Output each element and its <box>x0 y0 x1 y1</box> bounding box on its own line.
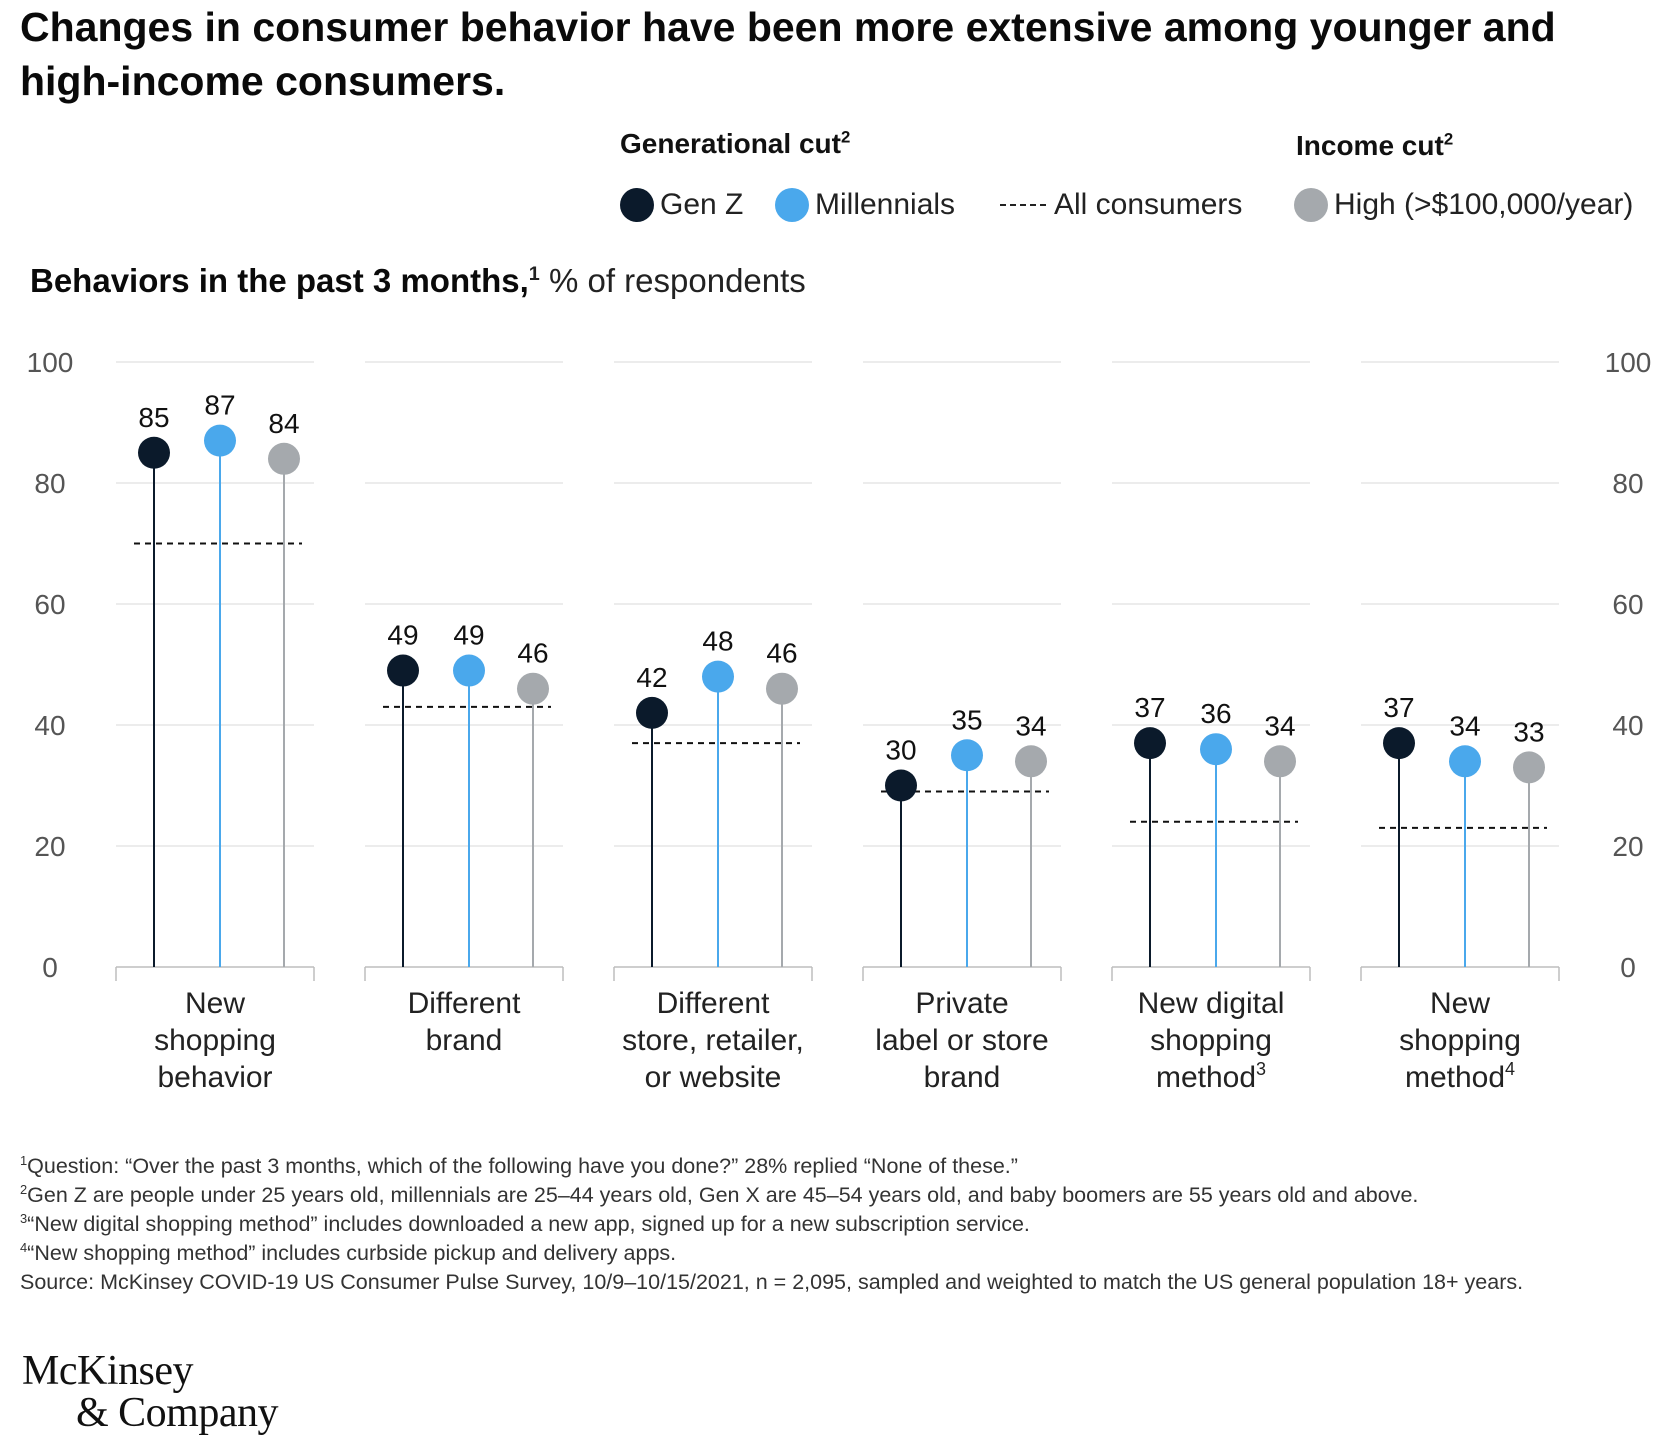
data-label: 34 <box>1449 710 1480 741</box>
y-tick-label-right: 40 <box>1612 710 1643 741</box>
category-label-sup: 4 <box>1505 1059 1515 1079</box>
data-label: 37 <box>1134 692 1165 723</box>
legend-item-genz: Gen Z <box>620 188 743 222</box>
lollipop-dot <box>1134 727 1166 760</box>
data-label: 87 <box>204 390 235 421</box>
source-note: Source: McKinsey COVID-19 US Consumer Pu… <box>20 1270 1524 1294</box>
data-label: 46 <box>766 638 797 669</box>
category-label: store, retailer, <box>622 1024 804 1057</box>
data-label: 49 <box>387 620 418 651</box>
category-label: brand <box>426 1024 503 1057</box>
category-label: Private <box>915 987 1008 1020</box>
lollipop-dot <box>766 672 798 705</box>
y-tick-label-right: 20 <box>1612 831 1643 862</box>
data-label: 42 <box>636 662 667 693</box>
data-label: 30 <box>885 735 916 766</box>
category-label: brand <box>924 1061 1001 1094</box>
legend-marker-all-consumers <box>1000 204 1046 206</box>
y-tick-label-left: 100 <box>27 347 74 378</box>
category-label: method4 <box>1405 1059 1515 1094</box>
footnotes: 1Question: “Over the past 3 months, whic… <box>20 1152 1660 1297</box>
lollipop-dot <box>1513 751 1545 784</box>
y-tick-label-right: 100 <box>1605 347 1652 378</box>
legend-generational-heading: Generational cut2 <box>620 127 851 159</box>
y-tick-label-left: 60 <box>34 589 65 620</box>
category-label-sup: 3 <box>1256 1059 1266 1079</box>
y-tick-label-right: 0 <box>1620 952 1636 983</box>
data-label: 85 <box>138 402 169 433</box>
chart-title: Changes in consumer behavior have been m… <box>20 4 1556 104</box>
category-label: label or store <box>875 1024 1048 1057</box>
data-label: 36 <box>1200 698 1231 729</box>
lollipop-chart: 0 0 20 20 40 40 60 60 80 80 100 100 85 87 84 New shoppin… <box>27 347 1652 1094</box>
legend-label-genz: Gen Z <box>660 188 744 221</box>
category-label: method3 <box>1156 1059 1266 1094</box>
category-label: behavior <box>157 1061 272 1094</box>
legend-item-millennials: Millennials <box>775 188 955 222</box>
category-label: shopping <box>1399 1024 1521 1057</box>
data-label: 37 <box>1383 692 1414 723</box>
category-label: or website <box>645 1061 782 1094</box>
category-label: shopping <box>154 1024 276 1057</box>
legend-label-high-income: High (>$100,000/year) <box>1334 188 1634 221</box>
data-label: 33 <box>1513 716 1544 747</box>
lollipop-dot <box>268 442 300 475</box>
lollipop-dot <box>1264 745 1296 778</box>
lollipop-dot <box>885 769 917 802</box>
data-label: 35 <box>951 704 982 735</box>
data-label: 46 <box>517 638 548 669</box>
lollipop-dot <box>387 654 419 687</box>
data-label: 84 <box>268 408 299 439</box>
category-label: Different <box>657 987 771 1020</box>
category-label: shopping <box>1150 1024 1272 1057</box>
lollipop-dot <box>1200 733 1232 766</box>
data-label: 34 <box>1015 710 1046 741</box>
data-label: 34 <box>1264 710 1295 741</box>
category-label: New <box>185 987 245 1020</box>
legend-label-millennials: Millennials <box>815 188 956 221</box>
y-tick-label-right: 80 <box>1612 468 1643 499</box>
lollipop-dot <box>951 739 983 772</box>
legend-marker-millennials <box>775 188 809 222</box>
y-tick-label-left: 20 <box>34 831 65 862</box>
y-tick-label-left: 80 <box>34 468 65 499</box>
lollipop-dot <box>702 660 734 693</box>
category-label: New <box>1430 987 1490 1020</box>
lollipop-dot <box>204 424 236 457</box>
company-logo: McKinsey & Company <box>22 1348 279 1436</box>
lollipop-dot <box>1449 745 1481 778</box>
category-label: Different <box>408 987 522 1020</box>
lollipop-dot <box>453 654 485 687</box>
footnote-1: 1Question: “Over the past 3 months, whic… <box>20 1152 1018 1178</box>
y-tick-label-left: 40 <box>34 710 65 741</box>
footnote-3: 3“New digital shopping method” includes … <box>20 1210 1030 1236</box>
legend-income-heading: Income cut2 <box>1296 129 1454 161</box>
legend-label-all-consumers: All consumers <box>1054 188 1243 221</box>
data-label: 49 <box>453 620 484 651</box>
category-label: New digital <box>1138 987 1285 1020</box>
legend-marker-high-income <box>1294 188 1328 222</box>
legend-item-all-consumers: All consumers <box>1000 188 1242 222</box>
y-tick-label-left: 0 <box>42 952 58 983</box>
legend-marker-genz <box>620 188 654 222</box>
lollipop-dot <box>517 672 549 705</box>
chart-subtitle: Behaviors in the past 3 months,1 % of re… <box>30 262 806 299</box>
lollipop-dot <box>1383 727 1415 760</box>
footnote-2: 2Gen Z are people under 25 years old, mi… <box>20 1181 1419 1207</box>
lollipop-dot <box>636 696 668 729</box>
lollipop-dot <box>1015 745 1047 778</box>
legend-item-high-income: High (>$100,000/year) <box>1294 188 1633 222</box>
footnote-4: 4“New shopping method” includes curbside… <box>20 1239 677 1265</box>
y-tick-label-right: 60 <box>1612 589 1643 620</box>
lollipop-dot <box>138 436 170 469</box>
data-label: 48 <box>702 626 733 657</box>
